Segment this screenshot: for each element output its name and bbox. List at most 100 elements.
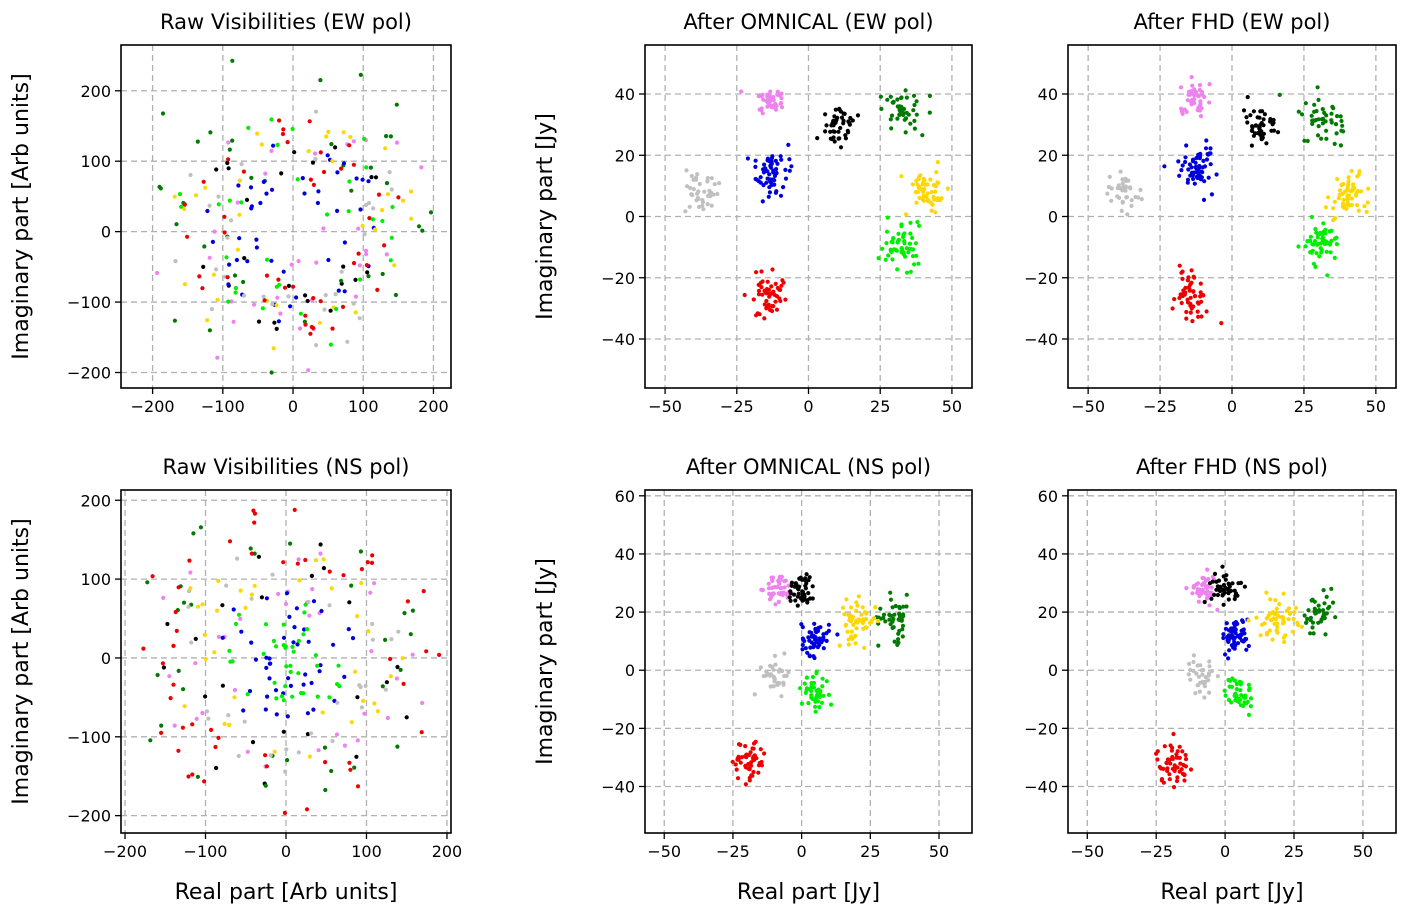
- data-point-violet: [385, 715, 390, 721]
- data-point-red: [749, 763, 754, 768]
- data-point-black: [1264, 141, 1269, 146]
- data-point-gold: [1341, 181, 1346, 187]
- data-point-black: [355, 695, 360, 700]
- data-point-blue: [809, 634, 814, 639]
- data-point-black: [305, 298, 310, 304]
- data-point-gold: [249, 592, 254, 597]
- data-point-black: [1261, 117, 1266, 122]
- data-point-black: [259, 595, 264, 600]
- data-point-darkgreen: [893, 603, 898, 609]
- x-tick-label: 200: [432, 842, 463, 861]
- data-point-lime: [1241, 703, 1246, 709]
- data-point-violet: [276, 591, 281, 597]
- data-point-lime: [913, 241, 919, 246]
- data-point-black: [836, 129, 841, 134]
- data-point-blue: [247, 689, 253, 694]
- data-point-silver: [1187, 661, 1192, 667]
- data-point-gold: [237, 212, 242, 217]
- data-point-blue: [1201, 158, 1206, 163]
- data-point-lime: [1308, 234, 1313, 239]
- data-point-black: [1241, 108, 1247, 113]
- data-point-red: [777, 296, 782, 301]
- data-point-gold: [1271, 611, 1276, 616]
- data-point-black: [838, 125, 843, 131]
- data-point-blue: [764, 180, 769, 185]
- data-point-red: [375, 287, 380, 292]
- data-point-gold: [317, 320, 322, 325]
- data-point-black: [321, 566, 326, 571]
- data-point-gold: [271, 346, 276, 351]
- data-point-blue: [342, 674, 347, 680]
- data-point-lime: [1314, 251, 1319, 256]
- data-point-black: [165, 621, 170, 627]
- data-point-gold: [1336, 196, 1341, 201]
- data-point-violet: [783, 578, 789, 583]
- data-point-black: [806, 591, 811, 596]
- x-tick-label: 0: [803, 397, 813, 416]
- data-point-blue: [1191, 176, 1196, 182]
- data-point-silver: [366, 200, 372, 206]
- data-point-black: [804, 581, 809, 586]
- data-point-darkgreen: [895, 97, 900, 102]
- y-tick-label: 0: [101, 223, 111, 242]
- data-point-silver: [370, 637, 375, 642]
- data-point-lime: [910, 254, 916, 259]
- data-point-gold: [380, 208, 385, 213]
- data-point-gold: [408, 189, 414, 194]
- data-point-gold: [1364, 209, 1369, 214]
- data-point-lime: [1315, 235, 1320, 240]
- data-point-blue: [807, 638, 812, 643]
- data-point-red: [150, 574, 155, 579]
- data-point-violet: [1207, 100, 1212, 105]
- data-point-lime: [1313, 227, 1318, 232]
- data-point-darkgreen: [914, 99, 919, 104]
- data-point-red: [1170, 745, 1175, 750]
- data-point-red: [754, 313, 759, 318]
- data-point-red: [321, 169, 327, 175]
- data-point-blue: [291, 640, 296, 645]
- data-point-lime: [233, 290, 238, 295]
- data-point-red: [766, 302, 771, 307]
- data-point-blue: [1184, 143, 1189, 148]
- data-point-lime: [895, 267, 900, 272]
- data-point-black: [810, 584, 815, 589]
- data-point-lime: [1319, 250, 1324, 255]
- data-point-lime: [1321, 221, 1326, 226]
- data-point-silver: [1133, 194, 1138, 200]
- data-point-violet: [1198, 114, 1204, 119]
- data-point-red: [756, 282, 761, 287]
- data-point-red: [749, 773, 754, 778]
- data-point-silver: [173, 259, 178, 264]
- data-point-black: [807, 575, 812, 580]
- data-point-violet: [773, 602, 778, 607]
- data-point-red: [1161, 766, 1166, 772]
- data-point-blue: [1188, 173, 1193, 178]
- data-point-blue: [258, 200, 263, 206]
- data-point-lime: [811, 685, 817, 690]
- data-point-silver: [242, 719, 247, 724]
- data-point-blue: [811, 654, 816, 659]
- data-point-blue: [276, 319, 281, 324]
- data-point-darkgreen: [181, 687, 186, 692]
- data-point-black: [303, 293, 308, 298]
- data-point-lime: [911, 247, 916, 252]
- data-point-violet: [356, 226, 361, 231]
- data-point-silver: [1129, 203, 1134, 208]
- data-point-silver: [777, 667, 782, 672]
- data-point-red: [359, 567, 364, 572]
- data-point-darkgreen: [428, 210, 434, 215]
- data-point-red: [437, 652, 442, 658]
- data-point-lime: [236, 612, 242, 617]
- data-point-red: [1199, 314, 1204, 319]
- data-point-lime: [820, 676, 825, 681]
- data-point-darkgreen: [207, 328, 212, 333]
- data-point-blue: [826, 622, 832, 627]
- data-point-silver: [1129, 198, 1134, 203]
- data-point-lime: [1333, 236, 1338, 241]
- data-point-red: [347, 760, 352, 765]
- data-point-red: [749, 760, 754, 765]
- data-point-violet: [1195, 108, 1200, 113]
- data-point-darkgreen: [1305, 616, 1310, 622]
- data-point-red: [213, 744, 218, 750]
- data-point-red: [1178, 292, 1183, 297]
